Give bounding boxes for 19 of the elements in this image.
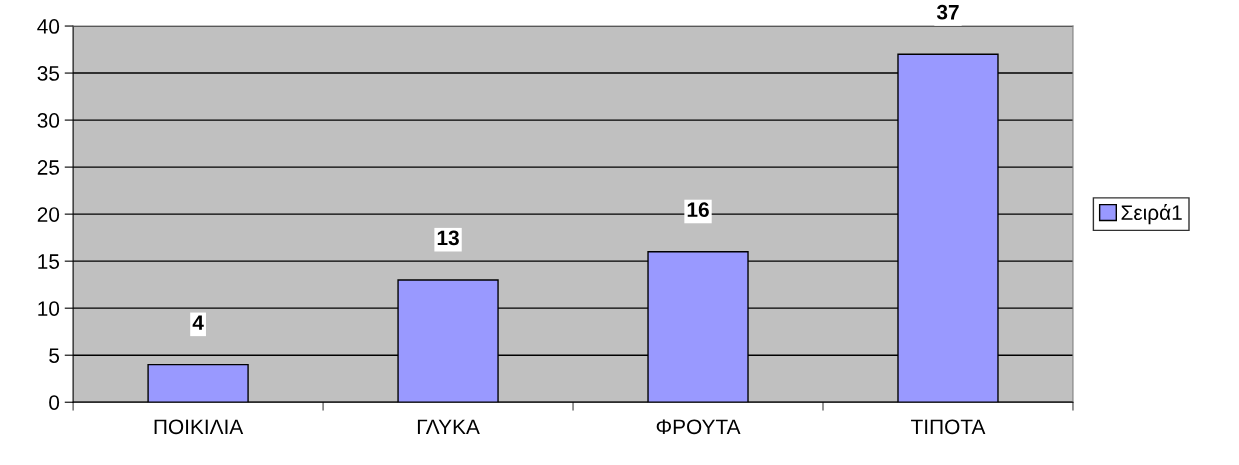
y-tick-label: 30 bbox=[37, 113, 60, 128]
y-tick-label: 5 bbox=[49, 348, 60, 363]
data-label: 16 bbox=[687, 202, 709, 218]
y-tick-label: 25 bbox=[37, 160, 60, 175]
bar bbox=[147, 363, 249, 403]
y-tick-label: 0 bbox=[49, 395, 60, 410]
y-tick-label: 40 bbox=[37, 19, 60, 34]
data-label: 13 bbox=[437, 230, 459, 246]
y-tick-label: 35 bbox=[37, 66, 60, 81]
data-label: 37 bbox=[936, 4, 959, 20]
y-tick-label: 15 bbox=[38, 254, 60, 269]
y-tick-label: 20 bbox=[37, 207, 60, 222]
x-tick-label: ΠΟΙΚΙΛΙΑ bbox=[154, 419, 244, 435]
x-tick-label: ΦΡΟΥΤΑ bbox=[656, 419, 741, 435]
data-label: 4 bbox=[192, 315, 204, 330]
x-tick-label: ΓΛΥΚΑ bbox=[417, 419, 480, 434]
y-tick-label: 10 bbox=[38, 301, 60, 316]
x-tick-label: ΤΙΠΟΤΑ bbox=[911, 419, 986, 435]
legend-label: Σειρά1 bbox=[1121, 204, 1182, 225]
